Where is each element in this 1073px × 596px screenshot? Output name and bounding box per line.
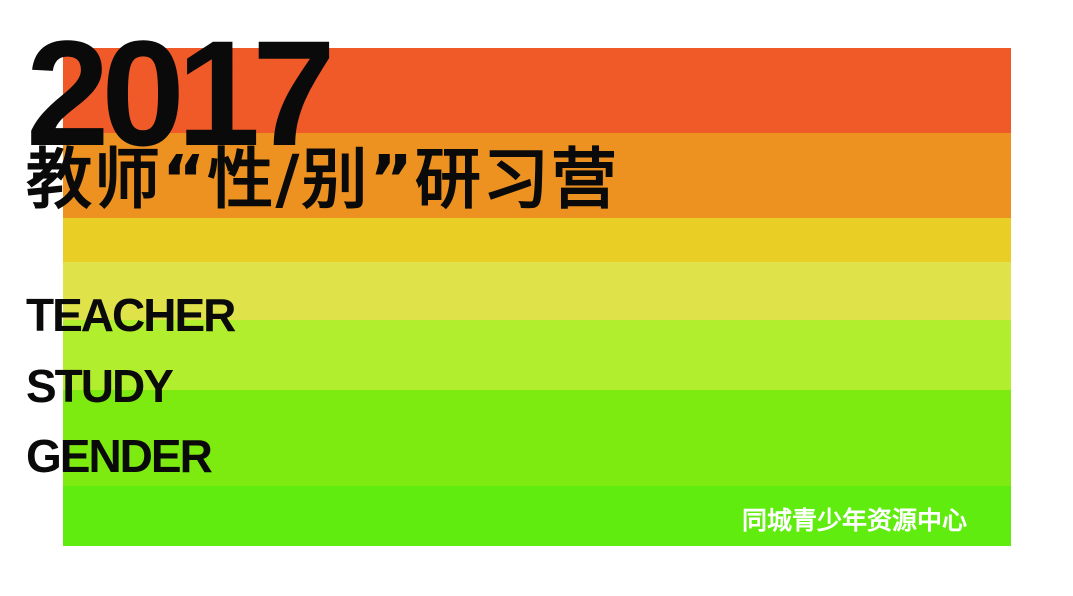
stripe-light-yellow [63,262,1011,320]
stripe-orange [63,133,1011,218]
year-heading: 2017 [26,9,336,177]
rainbow-stripes [63,48,1011,546]
stripe-bright-green [63,486,1011,546]
organization-name: 同城青少年资源中心 [742,506,968,535]
stripe-green [63,390,1011,486]
english-line-study: STUDY [26,360,174,412]
stripe-yellow-green [63,320,1011,390]
stripe-red-orange [63,48,1011,133]
chinese-title: 教师“性/别”研习营 [26,141,619,218]
stripe-yellow [63,218,1011,262]
english-line-teacher: TEACHER [26,289,236,341]
english-line-gender: GENDER [26,430,213,482]
